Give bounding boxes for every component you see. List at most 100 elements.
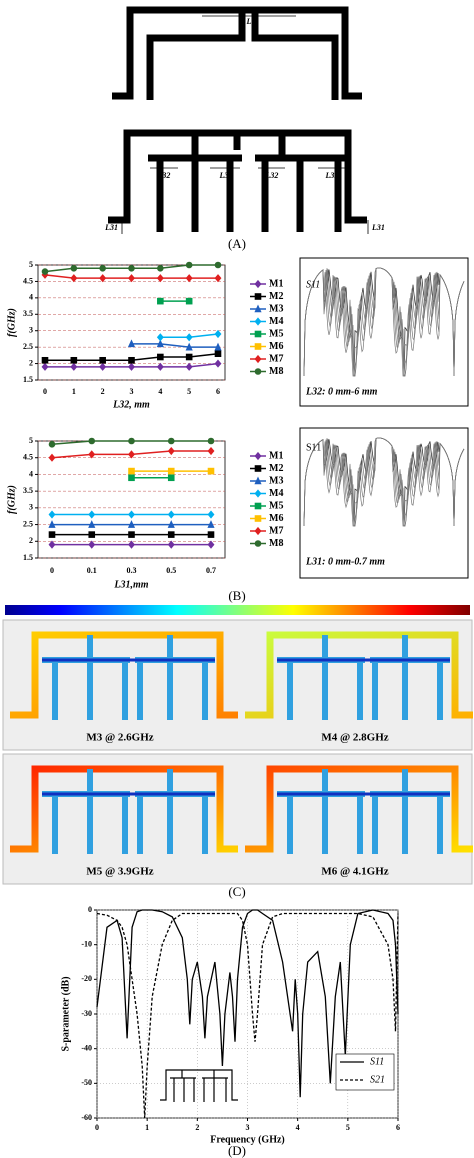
- marker: [254, 540, 262, 547]
- legend-label: M1: [269, 450, 283, 461]
- marker: [128, 437, 135, 445]
- mode-label: M3 @ 2.6GHz: [86, 732, 153, 744]
- marker: [185, 353, 193, 361]
- dim-label: L32: [325, 171, 339, 180]
- marker: [185, 274, 193, 283]
- legend-label: M4: [269, 316, 283, 327]
- marker: [214, 350, 222, 358]
- x-tick-label: 0: [95, 1123, 99, 1132]
- x-tick-label: 6: [396, 1123, 400, 1132]
- marker: [254, 465, 262, 472]
- marker: [185, 342, 193, 351]
- legend-label: M6: [269, 513, 283, 524]
- inset-schematic: [160, 1069, 238, 1102]
- y-tick-label: 3: [29, 503, 33, 512]
- marker: [157, 297, 164, 305]
- legend-label: M8: [269, 538, 283, 549]
- marker: [41, 362, 49, 371]
- marker: [128, 450, 135, 459]
- marker: [157, 353, 164, 361]
- marker: [128, 264, 135, 272]
- x-tick-label: 0.7: [206, 566, 216, 575]
- marker: [167, 446, 175, 456]
- x-tick-label: 4: [296, 1123, 300, 1132]
- inset-curve: [303, 267, 465, 377]
- charts: 1.5 2 2.5 3 3.5 4 4.5 5 0 1 2 3 4 5 6 L32, mm f(GHz) M1 M2…: [6, 260, 400, 1145]
- x-tick-label: 0: [43, 387, 47, 396]
- marker: [207, 467, 215, 475]
- x-tick-label: 3: [246, 1123, 250, 1132]
- field-box: [2, 753, 473, 885]
- marker: [254, 293, 262, 300]
- y-tick-label: 5: [29, 436, 33, 445]
- y-tick-label: 2.5: [23, 519, 33, 528]
- marker: [88, 540, 96, 549]
- legend-label: M7: [269, 353, 283, 364]
- dim-label: L: [246, 17, 252, 26]
- mode-label: M4 @ 2.8GHz: [321, 732, 388, 744]
- marker: [254, 304, 262, 313]
- marker: [167, 510, 175, 519]
- series-line: [96, 912, 399, 1119]
- panel-label: (D): [228, 1143, 246, 1158]
- series-line: [96, 909, 399, 1098]
- field-outer: [245, 631, 473, 719]
- y-tick-label: -10: [81, 939, 92, 948]
- marker: [127, 520, 136, 528]
- inset-note: L32: 0 mm-6 mm: [305, 386, 378, 397]
- plot-area: [37, 440, 226, 559]
- marker: [167, 520, 175, 528]
- marker: [88, 520, 96, 528]
- y-tick-label: 3.5: [23, 309, 33, 318]
- marker: [156, 274, 164, 283]
- marker: [70, 356, 78, 364]
- marker: [185, 362, 193, 371]
- legend-label: S11: [370, 1056, 384, 1067]
- y-tick-label: 4: [29, 293, 33, 302]
- antenna-top-outer: [112, 6, 362, 100]
- marker: [207, 510, 215, 519]
- x-tick-label: 3: [130, 387, 134, 396]
- x-tick-label: 1: [145, 1123, 149, 1132]
- marker: [41, 356, 49, 364]
- y-tick-label: -60: [81, 1113, 92, 1122]
- dim-label: L31: [104, 223, 118, 232]
- y-tick-label: 2: [29, 358, 33, 367]
- inset-curve: [303, 437, 465, 527]
- marker: [156, 333, 164, 342]
- marker: [207, 437, 215, 445]
- marker: [254, 451, 262, 461]
- mode-label: M5 @ 3.9GHz: [86, 866, 153, 878]
- y-tick-label: 4.5: [23, 276, 33, 285]
- marker: [254, 343, 262, 350]
- marker: [128, 531, 135, 538]
- y-axis-title: f(GHz): [6, 485, 17, 514]
- panel-a: [108, 6, 367, 232]
- mode-label: M6 @ 4.1GHz: [321, 866, 388, 878]
- dim-label: L31: [371, 223, 385, 232]
- legend-label: M2: [269, 463, 283, 474]
- marker: [254, 330, 262, 338]
- legend-label: M5: [269, 328, 283, 339]
- marker: [127, 339, 136, 348]
- inset-curves: [303, 267, 465, 527]
- antenna-top-inner: [146, 10, 339, 100]
- marker: [128, 510, 135, 519]
- x-axis-title: L32, mm: [112, 399, 150, 410]
- x-tick-label: 2: [101, 387, 105, 396]
- marker: [128, 356, 135, 364]
- marker: [254, 354, 262, 364]
- marker: [48, 441, 56, 448]
- y-tick-label: 1.5: [23, 375, 33, 384]
- inset-note: L31: 0 mm-0.7 mm: [305, 556, 385, 567]
- marker: [185, 297, 193, 305]
- x-axis-title: Frequency (GHz): [210, 1134, 285, 1145]
- marker: [214, 261, 222, 269]
- marker: [207, 446, 215, 456]
- marker: [99, 274, 107, 283]
- schematic: [160, 1069, 238, 1102]
- y-tick-label: 5: [29, 260, 33, 269]
- legend-label: M8: [269, 366, 283, 377]
- panel-label: (A): [228, 236, 246, 251]
